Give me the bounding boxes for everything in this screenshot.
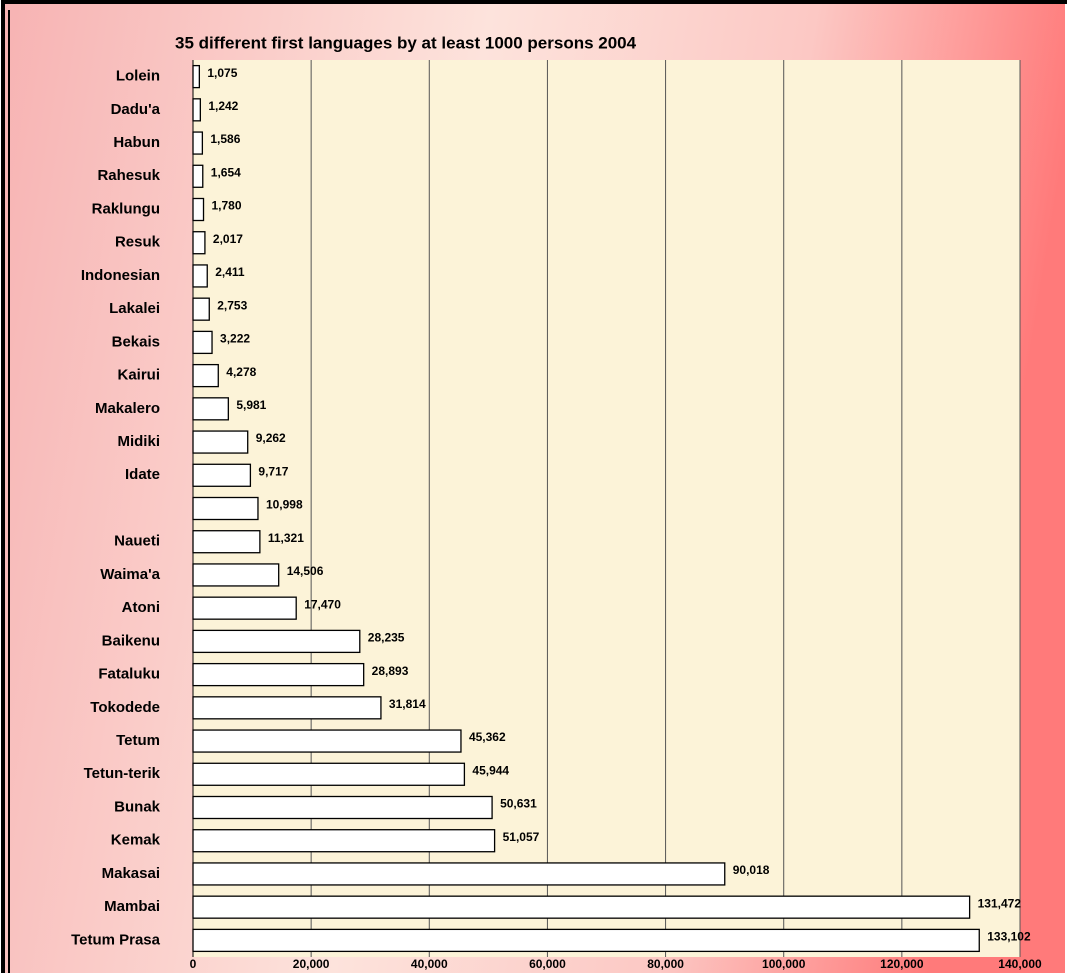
bar xyxy=(192,496,259,521)
y-tick-label: Tetun-terik xyxy=(84,765,161,782)
data-label: 45,944 xyxy=(472,763,509,777)
data-label: 1,780 xyxy=(212,199,242,213)
y-tick-label: Tetum Prasa xyxy=(71,931,161,948)
data-label: 9,717 xyxy=(258,464,288,478)
data-label: 5,981 xyxy=(236,398,266,412)
y-tick-label: Fataluku xyxy=(98,666,160,683)
y-tick-label: Atoni xyxy=(122,599,160,616)
y-tick-label: Raklungu xyxy=(92,200,160,217)
data-label: 133,102 xyxy=(987,930,1031,944)
y-tick-label: Resuk xyxy=(115,234,161,251)
bar xyxy=(192,98,201,122)
data-label: 1,242 xyxy=(208,99,238,113)
data-label: 131,472 xyxy=(978,896,1022,910)
y-tick-label: Kairui xyxy=(117,367,160,384)
data-label: 31,814 xyxy=(389,697,426,711)
y-tick-label: Bunak xyxy=(114,798,161,815)
y-tick-label: Dadu'a xyxy=(111,101,161,118)
y-tick-label: Naueti xyxy=(114,533,160,550)
data-label: 17,470 xyxy=(304,597,341,611)
y-tick-label: Baikenu xyxy=(102,632,160,649)
bar xyxy=(192,563,280,587)
data-label: 1,586 xyxy=(210,132,240,146)
y-tick-label: Idate xyxy=(125,466,160,483)
chart-title: 35 different first languages by at least… xyxy=(175,33,637,52)
bar xyxy=(192,696,382,720)
data-label: 28,893 xyxy=(372,664,409,678)
bar xyxy=(192,729,462,753)
bar xyxy=(192,330,213,355)
data-label: 50,631 xyxy=(500,797,537,811)
y-tick-label: Midiki xyxy=(117,433,160,450)
bar xyxy=(192,231,206,255)
y-tick-label: Lakalei xyxy=(109,300,160,317)
y-tick-label: Makalero xyxy=(95,400,160,417)
bar xyxy=(192,895,971,919)
data-label: 3,222 xyxy=(220,332,250,346)
data-label: 9,262 xyxy=(256,431,286,445)
bar xyxy=(192,197,205,222)
x-tick-label: 140,000 xyxy=(998,957,1042,971)
bar xyxy=(192,430,249,454)
bar xyxy=(192,463,252,487)
data-label: 90,018 xyxy=(733,863,770,877)
bar xyxy=(192,64,201,89)
data-label: 28,235 xyxy=(368,631,405,645)
y-tick-label: Habun xyxy=(113,134,160,151)
bar xyxy=(192,131,204,155)
x-tick-label: 60,000 xyxy=(529,957,566,971)
data-label: 1,654 xyxy=(211,165,241,179)
y-tick-label: Bekais xyxy=(112,333,160,350)
x-tick-label: 0 xyxy=(190,957,197,971)
y-tick-label: Indonesian xyxy=(81,267,160,284)
bar xyxy=(192,264,208,288)
x-tick-label: 20,000 xyxy=(293,957,330,971)
bar xyxy=(192,862,726,886)
data-label: 4,278 xyxy=(226,365,256,379)
bar xyxy=(192,795,493,820)
x-tick-label: 80,000 xyxy=(647,957,684,971)
data-label: 45,362 xyxy=(469,730,506,744)
bar xyxy=(192,928,980,953)
x-tick-label: 120,000 xyxy=(880,957,924,971)
bar xyxy=(192,530,261,554)
y-tick-label: Waima'a xyxy=(100,566,160,583)
y-tick-label: Lolein xyxy=(116,68,160,85)
data-label: 1,075 xyxy=(207,66,237,80)
data-label: 11,321 xyxy=(268,531,304,545)
data-label: 51,057 xyxy=(503,830,540,844)
y-tick-label: Tokodede xyxy=(90,699,160,716)
y-tick-label: Mambai xyxy=(104,898,160,915)
data-label: 2,753 xyxy=(217,298,247,312)
data-label: 2,411 xyxy=(215,265,245,279)
y-tick-label: Tetum xyxy=(116,732,160,749)
plot-area xyxy=(193,60,1020,957)
y-tick-label: Rahesuk xyxy=(97,167,160,184)
bar xyxy=(192,662,365,687)
bar xyxy=(192,164,204,188)
data-label: 10,998 xyxy=(266,498,303,512)
bar xyxy=(192,596,297,620)
x-tick-label: 100,000 xyxy=(762,957,806,971)
data-label: 14,506 xyxy=(287,564,324,578)
x-tick-label: 40,000 xyxy=(411,957,448,971)
bar xyxy=(192,629,361,654)
bar xyxy=(192,397,229,421)
y-tick-label: Makasai xyxy=(102,865,160,882)
bar xyxy=(192,762,466,786)
bar xyxy=(192,297,210,321)
y-tick-label: Kemak xyxy=(111,832,161,849)
data-label: 2,017 xyxy=(213,232,243,246)
bar xyxy=(192,363,219,388)
bar xyxy=(192,829,496,853)
